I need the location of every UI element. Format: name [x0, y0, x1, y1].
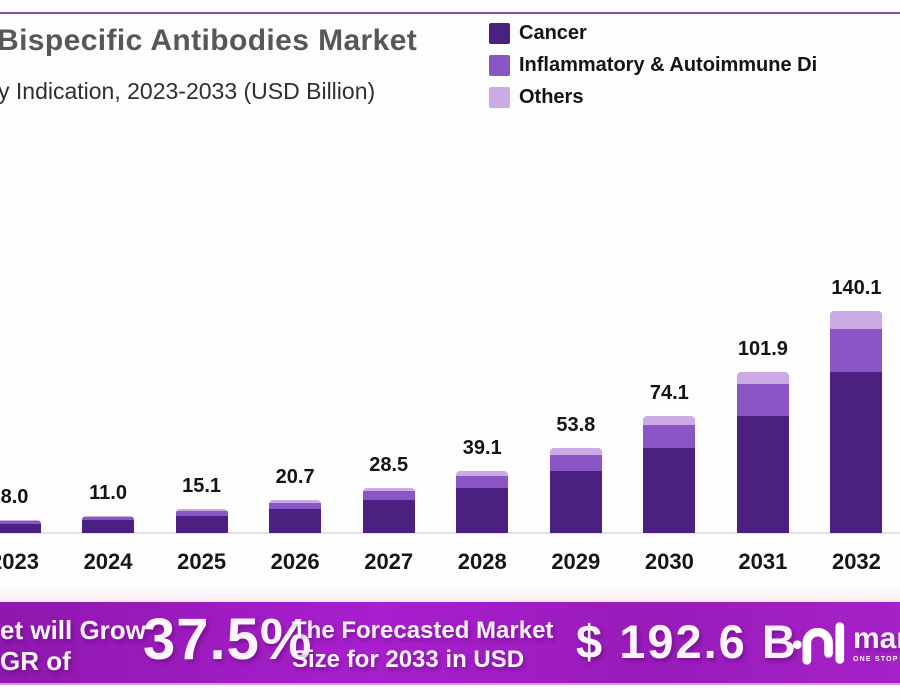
brand-text-block: mar ONE STOP SO [853, 622, 900, 664]
banner-glow [0, 588, 900, 602]
x-tick-2031: 2031 [738, 549, 788, 574]
brand-name: mar [853, 622, 900, 655]
bar-segment-2025-1 [175, 510, 228, 516]
legend-item-0: Cancer [489, 22, 817, 44]
bar-segment-2029-0 [549, 471, 602, 533]
bar-segment-2028-0 [456, 487, 509, 533]
bar-segment-2028-1 [456, 475, 509, 488]
brand-tagline: ONE STOP SO [853, 656, 900, 663]
bar-segment-2030-0 [643, 447, 696, 533]
bar-segment-2032-1 [830, 328, 883, 372]
bar-segment-2024-2 [82, 515, 135, 517]
forecast-text: The Forecasted Market Size for 2033 in U… [292, 616, 553, 674]
bar-value-2030: 74.1 [649, 381, 689, 404]
bar-segment-2023-1 [0, 521, 41, 524]
page-subtitle: y Indication, 2023-2033 (USD Billion) [0, 78, 376, 104]
banner-growth-line1: et will Grow [0, 615, 146, 645]
bar-value-2025: 15.1 [182, 475, 222, 498]
bar-segment-2027-1 [362, 491, 415, 501]
chart-legend: Cancer Inflammatory & Autoimmune Di Others [489, 22, 818, 119]
legend-label: Inflammatory & Autoimmune Di [519, 54, 818, 76]
legend-item-1: Inflammatory & Autoimmune Di [489, 54, 818, 76]
legend-item-2: Others [489, 86, 817, 108]
brand-logo: mar ONE STOP SO [793, 620, 900, 666]
banner-growth-text: et will Grow GR of [0, 615, 146, 677]
top-accent-rule [0, 12, 900, 14]
bar-2032 [830, 311, 883, 533]
bar-segment-2027-2 [362, 487, 415, 492]
x-tick-2027: 2027 [364, 549, 414, 574]
bar-2023 [0, 520, 41, 533]
legend-label: Others [519, 86, 584, 108]
cagr-value: 37.5% [143, 607, 313, 672]
bar-value-2028: 39.1 [462, 437, 502, 460]
market-size-value: $ 192.6 B [576, 615, 798, 668]
bar-2029 [549, 447, 602, 533]
x-tick-2032: 2032 [831, 549, 881, 574]
bar-value-2031: 101.9 [737, 337, 788, 360]
brand-logo-icon [793, 622, 845, 665]
bar-segment-2031-2 [736, 371, 789, 385]
bar-segment-2027-0 [362, 500, 415, 533]
bar-2030 [643, 415, 696, 533]
bar-segment-2026-0 [269, 509, 322, 533]
bar-segment-2025-0 [175, 515, 228, 533]
footer-banner: et will Grow GR of 37.5% The Forecasted … [0, 602, 900, 685]
page-title: Bispecific Antibodies Market [0, 24, 418, 57]
bar-segment-2025-2 [175, 509, 228, 511]
bar-2025 [175, 509, 228, 533]
bar-value-2023: 8.0 [0, 486, 29, 509]
x-tick-2025: 2025 [177, 549, 227, 574]
bar-value-2026: 20.7 [275, 466, 315, 489]
bar-segment-2029-1 [549, 454, 602, 472]
bar-2026 [269, 500, 322, 533]
x-tick-2024: 2024 [83, 549, 133, 574]
legend-swatch-icon [489, 87, 510, 108]
bar-segment-2031-1 [736, 384, 789, 416]
bar-2024 [82, 515, 135, 533]
bar-2031 [736, 371, 789, 533]
legend-swatch-icon [489, 23, 510, 44]
legend-label: Cancer [519, 22, 587, 44]
bar-value-2027: 28.5 [369, 453, 409, 476]
bar-segment-2026-1 [269, 502, 322, 510]
bar-segment-2023-2 [0, 520, 41, 522]
bar-segment-2024-1 [82, 516, 135, 521]
x-tick-2029: 2029 [551, 549, 601, 574]
bar-segment-2030-1 [643, 424, 696, 448]
forecast-line1: The Forecasted Market [292, 617, 554, 644]
bar-segment-2028-2 [456, 471, 509, 476]
x-tick-2023: 2023 [0, 549, 39, 574]
bar-value-2029: 53.8 [556, 413, 596, 436]
x-tick-2030: 2030 [644, 549, 694, 574]
bar-value-2032: 140.1 [831, 277, 882, 299]
bar-segment-2023-0 [0, 523, 41, 533]
bar-segment-2024-0 [82, 520, 135, 533]
bar-segment-2026-2 [269, 500, 322, 503]
bar-value-2024: 11.0 [89, 481, 127, 504]
bar-segment-2030-2 [643, 415, 696, 425]
forecast-line2: Size for 2033 in USD [292, 646, 525, 673]
bar-2027 [362, 487, 415, 533]
bar-segment-2032-0 [830, 371, 883, 533]
banner-growth-line2: GR of [0, 646, 71, 676]
x-tick-2026: 2026 [270, 549, 320, 574]
x-axis-line [0, 532, 900, 534]
bar-chart-plot: 8.0 2023 11.0 2024 15.1 2025 20.7 2026 28.5 2027 3… [0, 277, 900, 574]
bar-segment-2032-2 [830, 311, 883, 329]
bar-segment-2031-0 [736, 415, 789, 533]
bar-segment-2029-2 [549, 447, 602, 455]
x-tick-2028: 2028 [457, 549, 507, 574]
legend-swatch-icon [489, 55, 510, 76]
bar-2028 [456, 471, 509, 533]
